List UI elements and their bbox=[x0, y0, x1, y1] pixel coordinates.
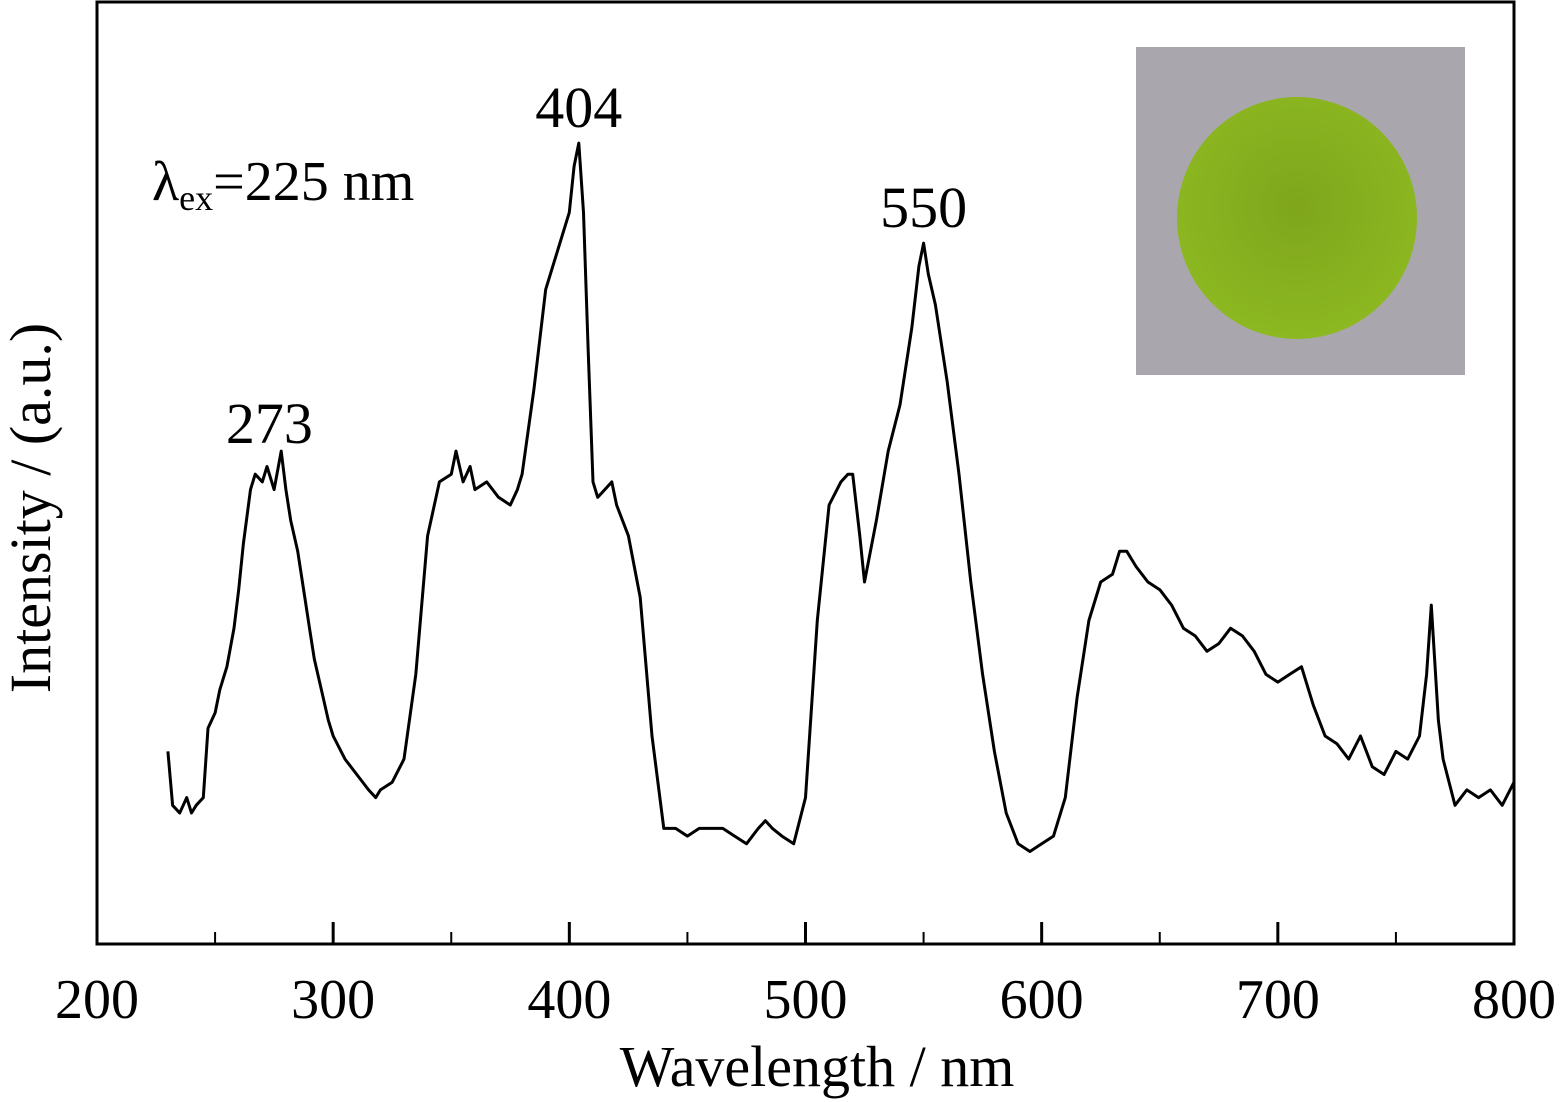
lambda-subscript: ex bbox=[179, 178, 213, 218]
x-tick-label: 300 bbox=[291, 969, 375, 1031]
x-tick-label: 600 bbox=[1000, 969, 1084, 1031]
x-tick-label: 700 bbox=[1236, 969, 1320, 1031]
peak-label: 404 bbox=[535, 75, 622, 140]
x-tick-label: 500 bbox=[764, 969, 848, 1031]
lambda-symbol: λ bbox=[152, 151, 179, 213]
peak-label: 550 bbox=[880, 175, 967, 240]
x-tick-label: 400 bbox=[527, 969, 611, 1031]
x-tick-label: 800 bbox=[1472, 969, 1556, 1031]
x-axis-tick-labels: 200 300 400 500 600 700 800 bbox=[55, 969, 1556, 1031]
y-axis-label: Intensity / (a.u.) bbox=[0, 323, 63, 693]
x-axis-ticks bbox=[214, 922, 1397, 944]
x-tick-label: 200 bbox=[55, 969, 139, 1031]
x-axis-label: Wavelength / nm bbox=[620, 1034, 1015, 1099]
excitation-annotation: λex=225 nm bbox=[152, 151, 414, 218]
series-line bbox=[166, 141, 1516, 853]
peak-label: 273 bbox=[226, 391, 313, 456]
excitation-value: =225 nm bbox=[213, 151, 414, 213]
inset-photo bbox=[1136, 47, 1465, 375]
inset-sample-disk bbox=[1177, 97, 1417, 339]
peak-labels: 273 404 550 bbox=[226, 75, 967, 456]
